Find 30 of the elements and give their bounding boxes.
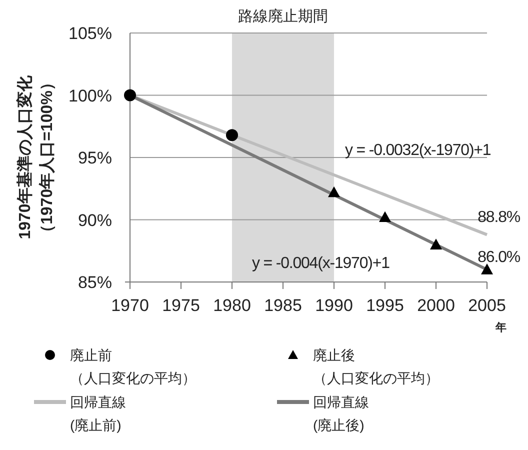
annotation: 86.0% [478,249,520,266]
legend-label: 回帰直線(廃止後) [313,394,369,433]
point [379,211,391,222]
annotation: y = -0.0032(x-1970)+1 [345,142,492,159]
point [481,264,493,274]
x-tick-label: 2000 [417,296,455,315]
y-tick-label: 100% [68,86,112,106]
y-tick-label: 95% [78,148,112,168]
x-tick-label: 1970 [111,296,149,315]
y-tick-label: 105% [68,24,112,43]
x-tick-label: 1975 [162,296,200,315]
y-tick-label: 85% [78,273,112,292]
x-tick-label: 1980 [213,296,251,315]
point [430,238,442,250]
x-axis-title: 年 [494,321,506,334]
y-axis-title: 1970年基準の人口変化（1970年人口=100%） [15,74,56,240]
legend-label: 廃止前（人口変化の平均） [70,347,196,386]
band-label: 路線廃止期間 [238,8,328,25]
x-tick-label: 1985 [264,296,302,315]
point [226,129,238,142]
annotation: y = -0.004(x-1970)+1 [252,255,390,272]
point [328,186,340,198]
point [124,89,136,102]
legend-label: 回帰直線(廃止前) [70,394,126,433]
x-tick-label: 1990 [315,296,353,315]
x-tick-label: 2005 [468,296,506,315]
annotation: 88.8% [478,209,520,226]
x-tick-label: 1995 [366,296,404,315]
legend-label: 廃止後（人口変化の平均） [313,347,439,386]
y-tick-label: 90% [78,210,112,230]
